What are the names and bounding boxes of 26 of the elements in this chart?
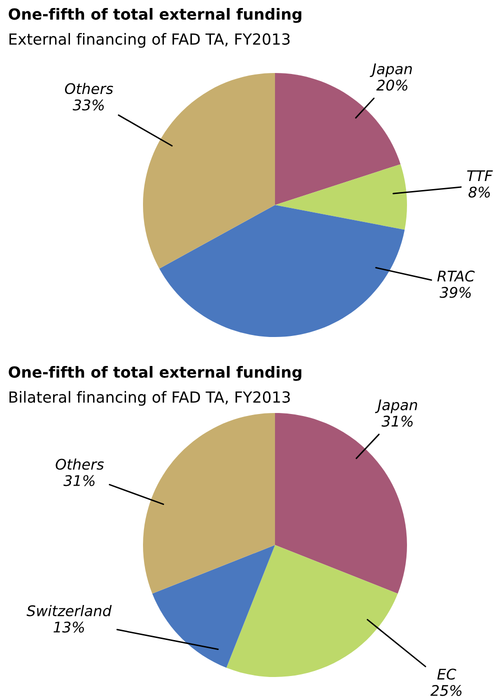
pie-slice <box>143 413 275 594</box>
data-label: 20% <box>376 80 408 91</box>
slice-label: Japan <box>370 64 412 78</box>
chart-title: One-fifth of total external funding <box>8 8 302 23</box>
pie-slice <box>159 205 405 337</box>
pie-slice <box>152 545 275 668</box>
data-label: 31% <box>63 475 95 486</box>
chart-title: One-fifth of total external funding <box>8 366 302 381</box>
data-label: 39% <box>440 286 471 298</box>
data-label: 25% <box>430 684 462 696</box>
slice-label: RTAC <box>437 270 475 282</box>
pie-slice <box>275 164 407 230</box>
data-label: 31% <box>382 416 413 427</box>
pie-slice <box>143 73 275 269</box>
pie-slice <box>226 545 398 677</box>
slice-label: Japan <box>375 400 418 414</box>
slice-label: Switzerland <box>26 605 112 616</box>
data-label: 8% <box>468 186 490 198</box>
data-label: 33% <box>72 99 104 110</box>
slice-label: TTF <box>467 170 493 182</box>
slice-label: Others <box>64 82 114 94</box>
slice-label: Others <box>56 458 104 470</box>
slice-label: EC <box>437 668 456 680</box>
data-label: 13% <box>54 622 84 633</box>
chart-subtitle: External financing of FAD TA, FY2013 <box>10 33 290 48</box>
chart-subtitle: Bilateral financing of FAD TA, FY2013 <box>10 391 290 406</box>
